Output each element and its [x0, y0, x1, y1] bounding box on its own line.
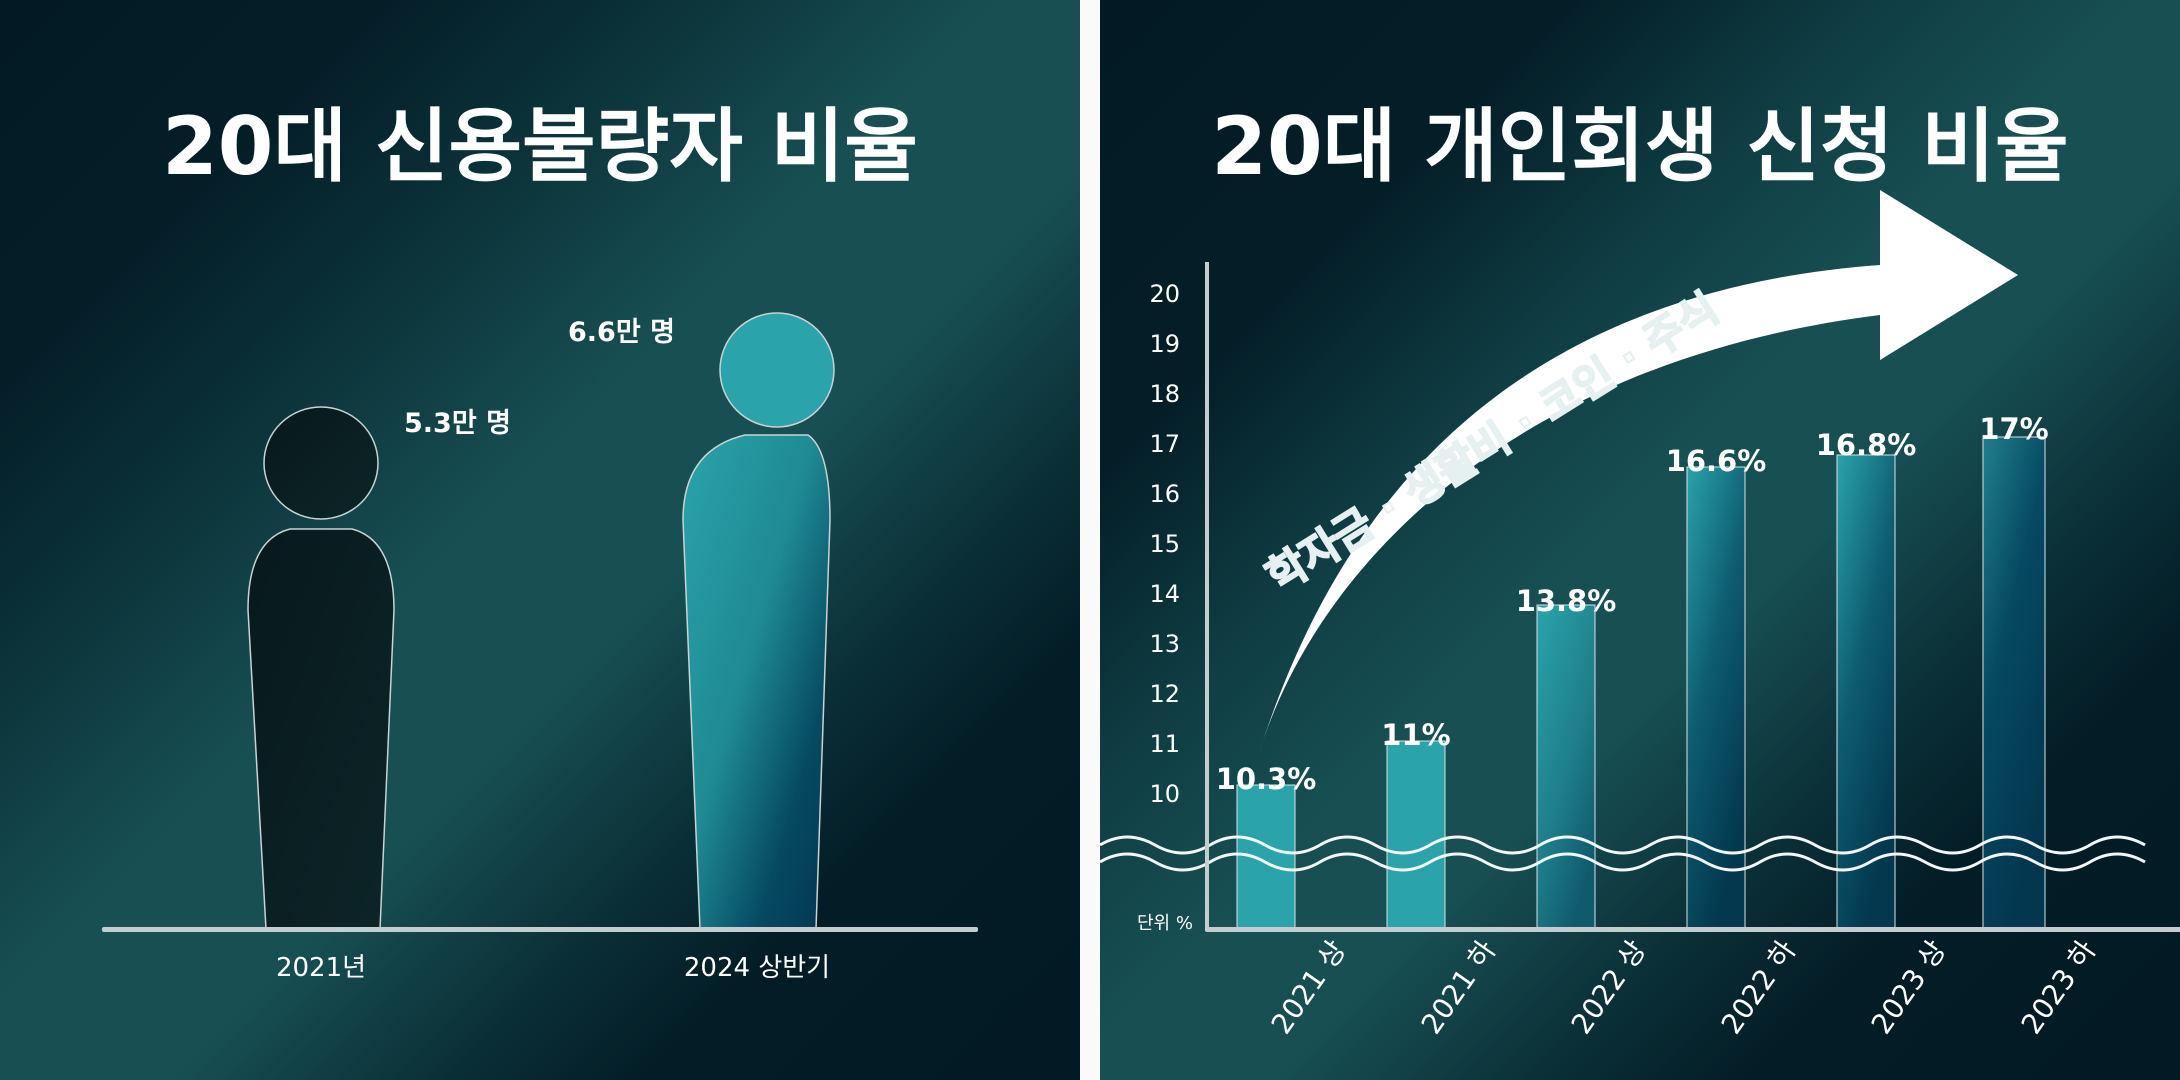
left-title: 20대 신용불량자 비율 — [162, 100, 918, 193]
y-axis-ticks: 20 19 18 17 16 15 14 13 12 11 10 — [1149, 280, 1180, 808]
bars — [1236, 436, 2046, 930]
y-tick: 15 — [1149, 530, 1180, 558]
right-title: 20대 개인회생 신청 비율 — [1211, 100, 2068, 193]
category-label-2024: 2024 상반기 — [684, 953, 830, 983]
bar-value-label: 11% — [1381, 718, 1450, 752]
y-tick: 18 — [1149, 380, 1180, 408]
y-tick: 10 — [1149, 780, 1180, 808]
category-label-2021: 2021년 — [276, 953, 366, 983]
left-baseline — [102, 927, 978, 932]
x-tick: 2021 하 — [1415, 934, 1503, 1040]
x-tick: 2021 상 — [1265, 934, 1353, 1040]
bar-value-label: 17% — [1979, 412, 2048, 446]
bar-value-label: 13.8% — [1516, 584, 1617, 618]
value-label-2024: 6.6만 명 — [568, 317, 675, 348]
bar-2023-h2 — [1982, 436, 2046, 930]
y-tick: 17 — [1149, 430, 1180, 458]
y-tick: 12 — [1149, 680, 1180, 708]
right-chart: 20대 개인회생 신청 비율 20 19 18 17 16 15 14 13 1… — [1100, 100, 2180, 1040]
y-tick: 11 — [1149, 730, 1180, 758]
x-axis — [1205, 927, 2180, 932]
bar-2021-h1 — [1236, 784, 1296, 930]
value-label-2021: 5.3만 명 — [404, 408, 511, 439]
bar-2022-h1 — [1536, 604, 1596, 930]
bar-2022-h2 — [1686, 466, 1746, 930]
person-icon-2024 — [682, 312, 835, 930]
unit-label: 단위 % — [1137, 913, 1193, 934]
y-tick: 19 — [1149, 330, 1180, 358]
panel-divider — [1080, 0, 1100, 1080]
x-tick: 2023 하 — [2015, 934, 2103, 1040]
x-category-labels: 2021 상 2021 하 2022 상 2022 하 2023 상 2023 … — [1265, 934, 2103, 1040]
left-chart: 20대 신용불량자 비율 5.3만 명 6.6만 명 2021년 2024 상반… — [102, 100, 978, 983]
y-axis — [1205, 262, 1209, 931]
arrow-annotation: 학자금 · 생활비 · 코인 · 주식 — [1257, 283, 1728, 603]
trend-arrow — [1260, 190, 2018, 750]
y-tick: 20 — [1149, 280, 1180, 308]
person-icon-2021 — [247, 406, 395, 930]
x-tick: 2022 하 — [1715, 934, 1803, 1040]
y-tick: 13 — [1149, 630, 1180, 658]
y-tick: 16 — [1149, 480, 1180, 508]
bar-value-labels: 10.3% 11% 13.8% 16.6% 16.8% 17% — [1216, 412, 2049, 796]
bar-value-label: 10.3% — [1216, 762, 1317, 796]
x-tick: 2023 상 — [1865, 934, 1953, 1040]
y-tick: 14 — [1149, 580, 1180, 608]
bar-2023-h1 — [1836, 454, 1896, 930]
bar-value-label: 16.6% — [1666, 444, 1767, 478]
axis-break-wave — [1100, 835, 2146, 872]
bar-2021-h2 — [1386, 740, 1446, 930]
x-tick: 2022 상 — [1565, 934, 1653, 1040]
bar-value-label: 16.8% — [1816, 428, 1917, 462]
credit-delinquent-panel: 20대 신용불량자 비율 5.3만 명 6.6만 명 2021년 2024 상반… — [0, 0, 1080, 1080]
rehabilitation-panel: 20대 개인회생 신청 비율 20 19 18 17 16 15 14 13 1… — [1100, 0, 2180, 1080]
arrow-annotation-text: 학자금 · 생활비 · 코인 · 주식 — [1258, 284, 1727, 602]
